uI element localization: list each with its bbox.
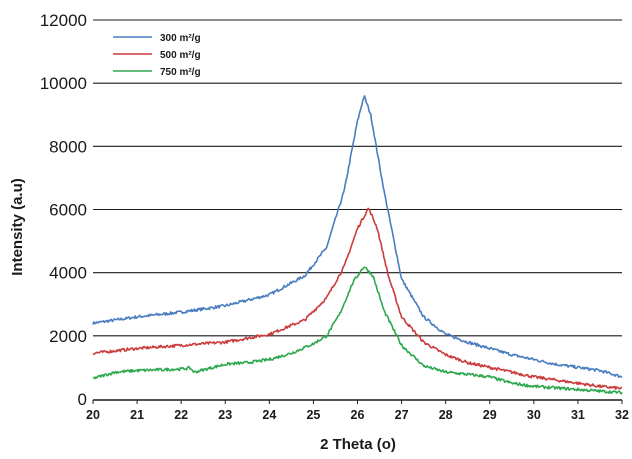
y-axis-title: Intensity (a.u) [9,178,26,276]
y-tick-label: 8000 [49,137,87,156]
y-tick-label: 10000 [40,74,87,93]
legend-label: 300 m²/g [160,33,201,44]
x-tick-label: 28 [439,408,453,422]
legend: 300 m²/g 500 m²/g 750 m²/g [113,33,201,78]
legend-label: 750 m²/g [160,67,201,78]
x-axis-title: 2 Theta (o) [320,436,396,453]
y-tick-label: 2000 [49,327,87,346]
x-tick-label: 31 [571,408,585,422]
y-tick-label: 6000 [49,201,87,220]
x-tick-label: 20 [86,408,100,422]
x-tick-label: 30 [527,408,541,422]
y-axis-ticks: 0 2000 4000 6000 8000 10000 12000 [40,11,87,409]
series-lines [92,95,623,395]
x-tick-label: 27 [395,408,409,422]
y-tick-label: 12000 [40,11,87,30]
x-tick-label: 21 [130,408,144,422]
x-tick-label: 32 [615,408,629,422]
series-line-2 [92,207,623,390]
gridlines [93,19,622,337]
x-tick-label: 24 [262,408,276,422]
x-tick-label: 22 [174,408,188,422]
x-tick-label: 26 [351,408,365,422]
series-line-1 [92,95,623,379]
legend-label: 500 m²/g [160,50,201,61]
x-axis: 20 21 22 23 24 25 26 27 28 29 30 31 32 [86,399,629,422]
x-tick-label: 25 [306,408,320,422]
y-tick-label: 4000 [49,264,87,283]
x-tick-label: 29 [483,408,497,422]
y-tick-label: 0 [78,390,87,409]
x-tick-label: 23 [218,408,232,422]
series-line-3 [92,266,623,395]
